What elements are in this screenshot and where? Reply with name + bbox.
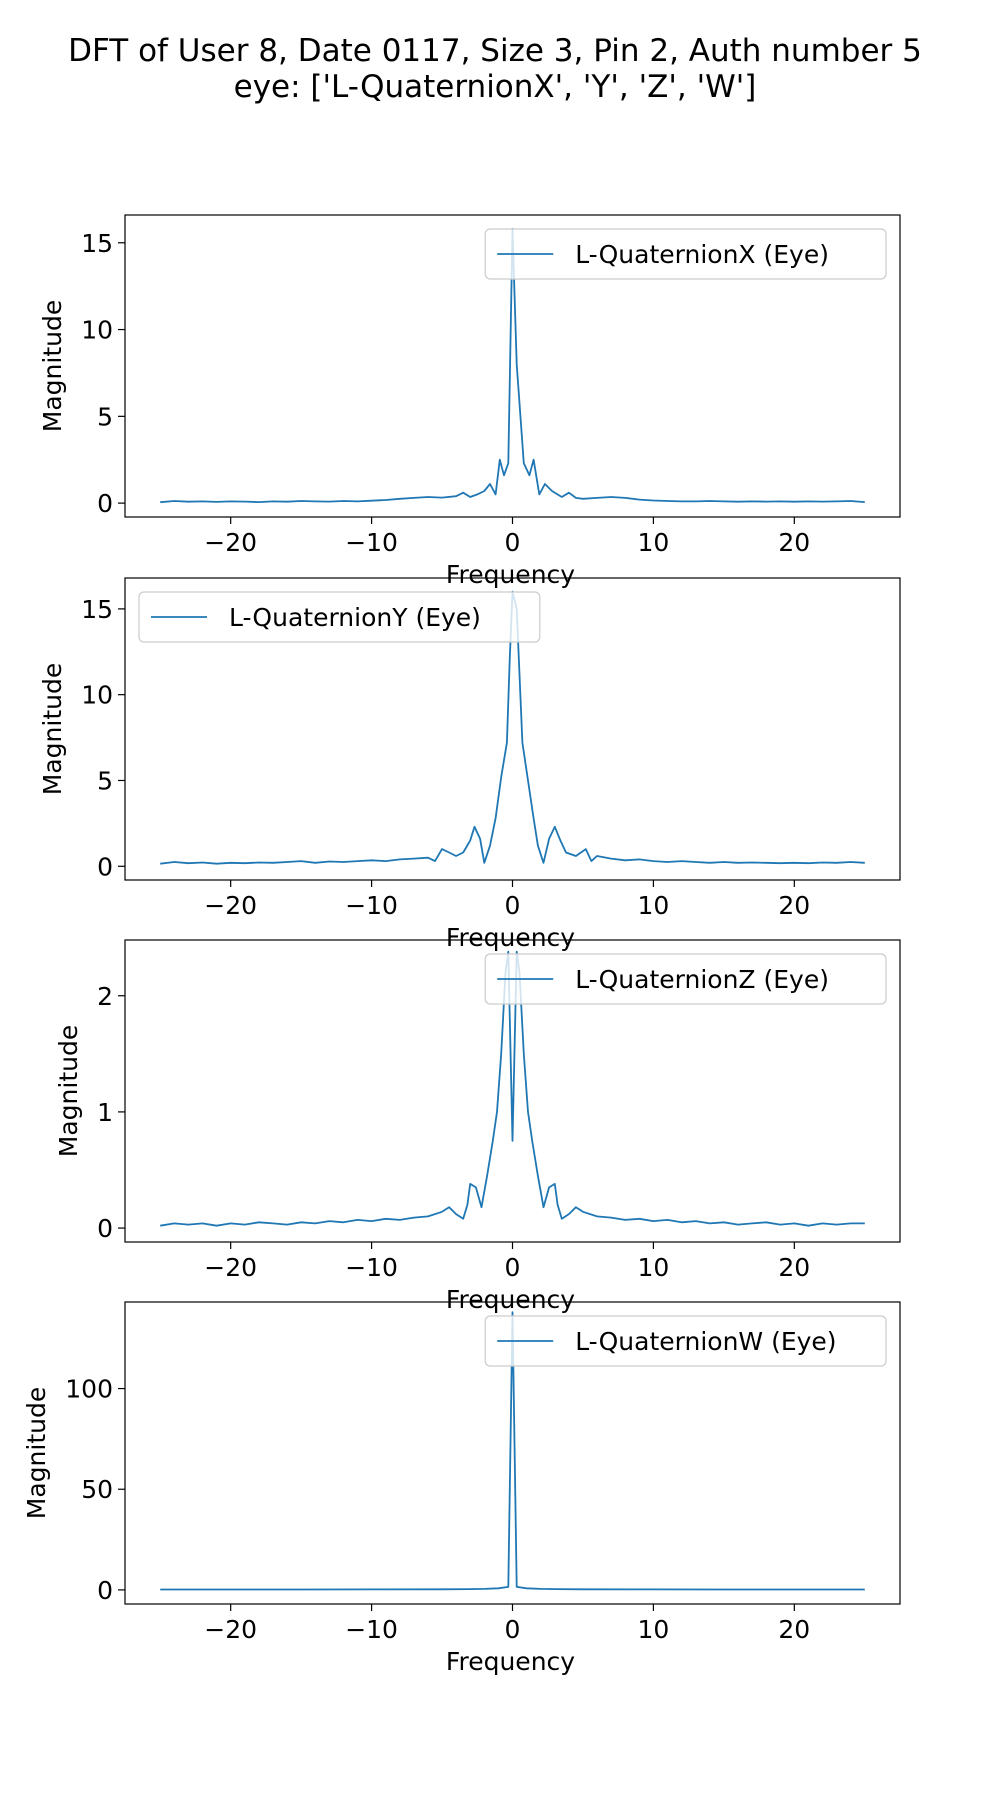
x-tick-label: 0 <box>505 1615 521 1644</box>
x-tick-label: 20 <box>778 891 810 920</box>
x-axis-label: Frequency <box>446 923 575 952</box>
x-tick-label: −20 <box>204 1253 257 1282</box>
x-tick-label: 10 <box>638 891 670 920</box>
y-tick-label: 0 <box>97 489 113 518</box>
x-tick-label: 0 <box>505 891 521 920</box>
y-axis-label: Magnitude <box>38 663 67 795</box>
y-tick-label: 100 <box>65 1375 113 1404</box>
x-axis-label: Frequency <box>446 1647 575 1676</box>
legend-box <box>484 228 887 280</box>
y-tick-label: 10 <box>81 681 113 710</box>
legend: L-QuaternionY (Eye) <box>138 591 541 643</box>
x-axis-label: Frequency <box>446 560 575 589</box>
y-tick-label: 15 <box>81 595 113 624</box>
legend-label: L-QuaternionZ (Eye) <box>575 965 829 994</box>
y-tick-label: 0 <box>97 1576 113 1605</box>
x-tick-label: 20 <box>778 528 810 557</box>
x-tick-label: 20 <box>778 1253 810 1282</box>
legend: L-QuaternionX (Eye) <box>484 228 887 280</box>
x-axis-label: Frequency <box>446 1285 575 1314</box>
legend-label: L-QuaternionW (Eye) <box>575 1327 836 1356</box>
y-tick-label: 0 <box>97 852 113 881</box>
x-tick-label: 0 <box>505 528 521 557</box>
x-tick-label: 20 <box>778 1615 810 1644</box>
y-tick-label: 5 <box>97 402 113 431</box>
subplot-1: −20 −10 0 10 20 0 5 10 15 Frequency Magnitude L-Qua… <box>38 214 901 589</box>
figure-title-line1: DFT of User 8, Date 0117, Size 3, Pin 2,… <box>68 33 922 69</box>
series-line <box>160 1311 865 1591</box>
x-tick-label: −10 <box>345 891 398 920</box>
x-tick-label: −20 <box>204 1615 257 1644</box>
legend-label: L-QuaternionY (Eye) <box>229 603 481 632</box>
x-tick-label: 10 <box>638 528 670 557</box>
subplot-2: −20 −10 0 10 20 0 5 10 15 Frequency Magnitude L-Qua… <box>38 577 901 952</box>
figure-title-line2: eye: ['L-QuaternionX', 'Y', 'Z', 'W'] <box>234 69 757 105</box>
y-tick-label: 50 <box>81 1475 113 1504</box>
subplot-panels: −20 −10 0 10 20051015FrequencyMagnitudeL-Qua… <box>22 214 901 1676</box>
y-tick-label: 0 <box>97 1214 113 1243</box>
y-axis-label: Magnitude <box>22 1387 51 1519</box>
x-tick-label: −20 <box>204 528 257 557</box>
series-line <box>160 950 865 1227</box>
x-tick-label: 0 <box>505 1253 521 1282</box>
x-tick-label: 10 <box>638 1615 670 1644</box>
x-tick-label: −20 <box>204 891 257 920</box>
subplot-4: −20 −10 0 10 20 0 50 100 Frequency Magnitude L-Qua… <box>22 1301 901 1676</box>
x-tick-label: −10 <box>345 528 398 557</box>
y-tick-label: 10 <box>81 316 113 345</box>
legend-box <box>484 953 887 1005</box>
legend: L-QuaternionW (Eye) <box>484 1315 887 1367</box>
y-tick-label: 15 <box>81 229 113 258</box>
x-tick-label: −10 <box>345 1253 398 1282</box>
legend-box <box>138 591 541 643</box>
subplot-3: −20 −10 0 10 20 0 1 2 Frequency Magnitude L-Quater… <box>54 939 901 1314</box>
legend-box <box>484 1315 887 1367</box>
x-tick-label: 10 <box>638 1253 670 1282</box>
y-axis-label: Magnitude <box>54 1025 83 1157</box>
y-tick-label: 2 <box>97 982 113 1011</box>
legend-label: L-QuaternionX (Eye) <box>575 240 829 269</box>
x-tick-label: −10 <box>345 1615 398 1644</box>
y-tick-label: 1 <box>97 1098 113 1127</box>
y-axis-label: Magnitude <box>38 300 67 432</box>
legend: L-QuaternionZ (Eye) <box>484 953 887 1005</box>
y-tick-label: 5 <box>97 766 113 795</box>
